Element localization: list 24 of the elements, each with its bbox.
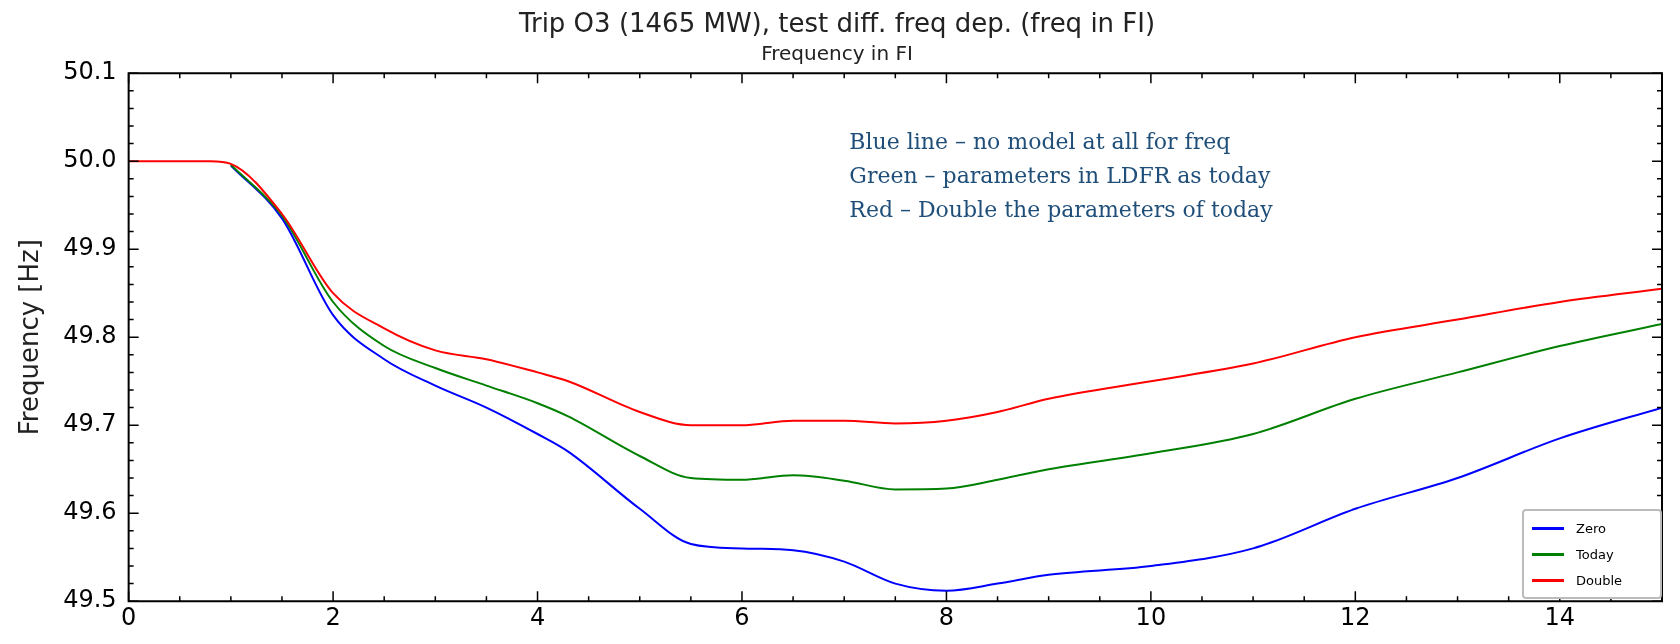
legend-label: Zero — [1576, 520, 1606, 536]
y-tick-label: 49.8 — [63, 321, 117, 350]
legend-label: Today — [1576, 546, 1614, 562]
x-tick-label: 0 — [121, 602, 137, 631]
y-tick-label: 49.5 — [63, 585, 117, 614]
y-tick-label: 49.9 — [63, 233, 117, 262]
y-tick-label: 50.1 — [63, 57, 117, 86]
x-tick-label: 2 — [325, 602, 341, 631]
y-tick-label: 49.6 — [63, 497, 117, 526]
x-tick-label: 6 — [734, 602, 750, 631]
y-tick-label: 49.7 — [63, 409, 117, 438]
chart-subtitle: Frequency in FI — [761, 41, 913, 66]
x-tick-label: 12 — [1340, 602, 1371, 631]
x-tick-label: 10 — [1135, 602, 1167, 631]
annotation: Green – parameters in LDFR as today — [849, 162, 1272, 191]
legend-label: Double — [1576, 572, 1623, 588]
annotation: Red – Double the parameters of today — [849, 196, 1273, 225]
x-tick-label: 8 — [938, 602, 955, 631]
x-tick-label: 14 — [1544, 602, 1576, 631]
chart-title: Trip O3 (1465 MW), test diff. freq dep. (freq in FI) — [517, 8, 1156, 39]
y-tick-label: 50.0 — [63, 145, 117, 174]
x-tick-label: 4 — [529, 602, 546, 631]
annotation: Blue line – no model at all for freq — [849, 128, 1232, 157]
y-axis-title: Frequency [Hz] — [14, 239, 45, 436]
